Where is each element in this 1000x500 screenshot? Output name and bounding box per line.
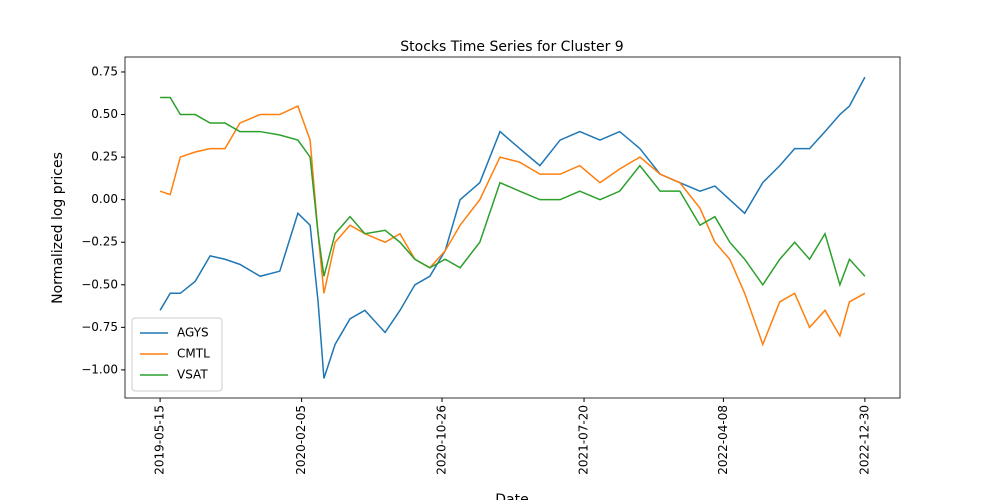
legend-label: CMTL <box>177 347 210 361</box>
series-line <box>159 76 866 379</box>
axes-frame <box>124 56 901 399</box>
legend-box <box>131 317 223 392</box>
legend-label: AGYS <box>177 326 209 340</box>
series-line <box>159 105 866 347</box>
x-tick-label: 2020-10-26 <box>435 405 449 475</box>
y-tick-label: −0.50 <box>81 277 118 291</box>
x-tick-label: 2020-02-05 <box>294 405 308 475</box>
y-tick-label: −0.25 <box>81 235 118 249</box>
x-tick-label: 2022-04-08 <box>716 405 730 475</box>
y-tick-label: −0.75 <box>81 320 118 334</box>
y-axis-label: Normalized log prices <box>50 152 66 304</box>
series-line <box>160 96 866 288</box>
y-tick-label: 0.50 <box>91 107 118 121</box>
x-tick-label: 2022-12-30 <box>857 405 871 475</box>
y-tick-label: 0.00 <box>91 192 118 206</box>
y-tick-label: 0.75 <box>91 64 118 78</box>
x-tick-label: 2019-05-15 <box>153 405 167 475</box>
x-tick-label: 2021-07-20 <box>577 405 591 475</box>
y-tick-label: 0.25 <box>91 150 118 164</box>
legend-label: VSAT <box>177 368 208 382</box>
x-axis-label: Date <box>495 492 528 500</box>
chart-title: Stocks Time Series for Cluster 9 <box>400 39 623 55</box>
y-tick-label: −1.00 <box>81 362 118 376</box>
